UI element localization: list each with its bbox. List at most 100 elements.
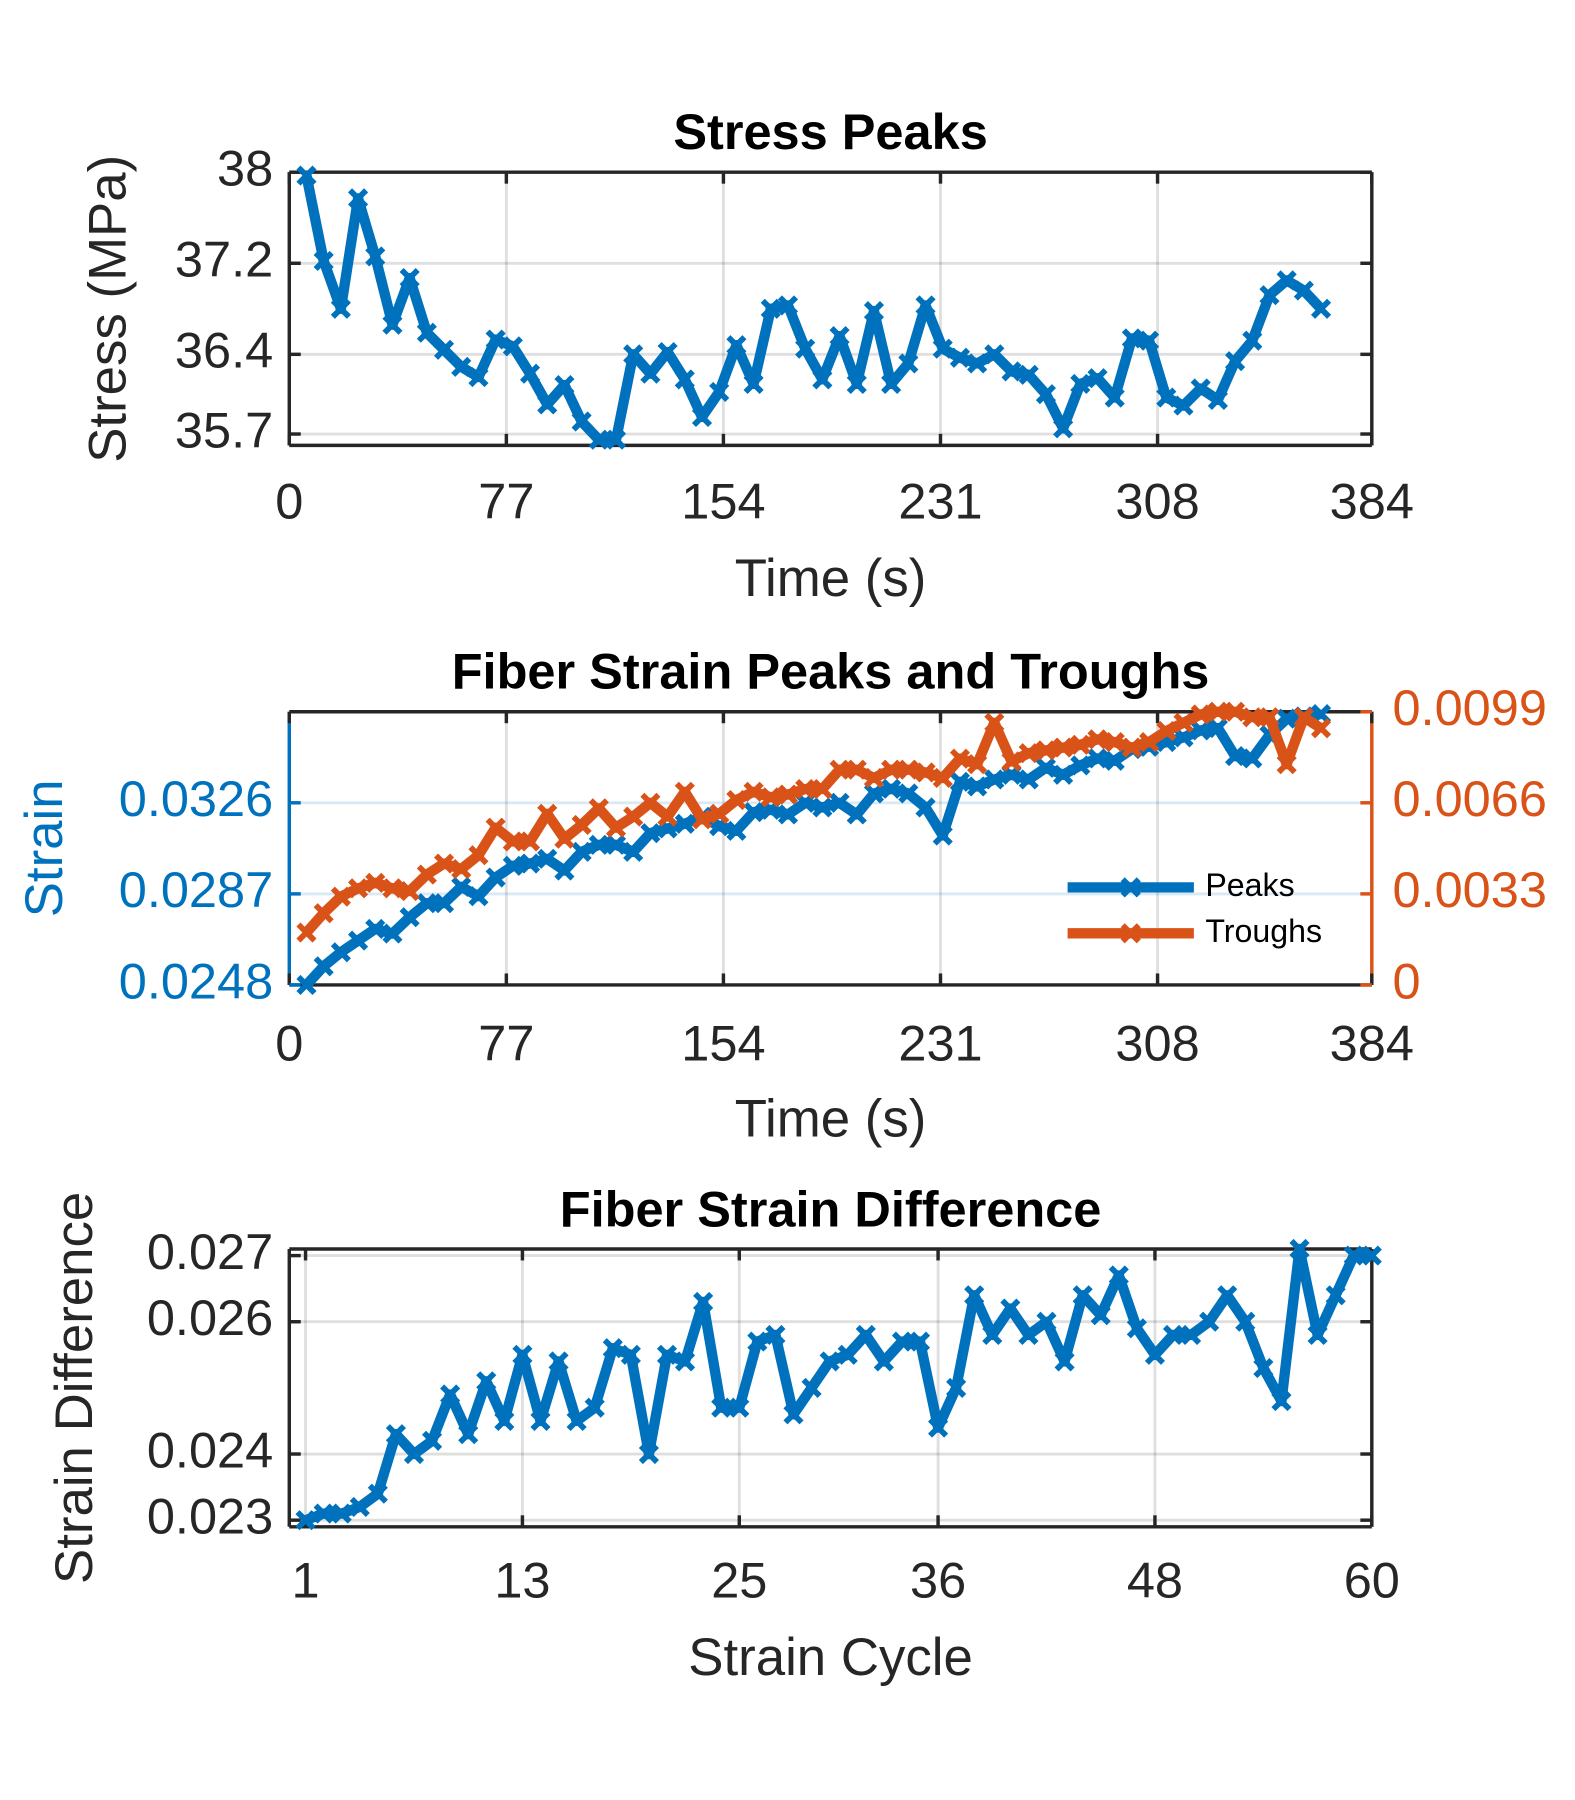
x-tick-label: 384: [1330, 1014, 1414, 1071]
data-marker: [1242, 330, 1263, 351]
data-marker: [674, 781, 695, 802]
data-marker: [494, 1410, 515, 1432]
data-marker: [295, 1510, 316, 1531]
data-marker: [1276, 708, 1297, 729]
data-marker: [984, 712, 1005, 733]
data-marker: [1225, 746, 1246, 767]
data-marker: [1225, 351, 1246, 372]
y-tick-label: 36.4: [175, 322, 273, 379]
data-marker: [416, 893, 437, 914]
data-marker: [846, 804, 867, 825]
data-marker: [530, 1410, 551, 1432]
data-marker: [829, 792, 850, 813]
data-marker: [928, 1417, 949, 1438]
data-marker: [440, 1384, 461, 1405]
data-marker: [330, 942, 351, 963]
data-marker: [863, 767, 885, 789]
data-marker: [1035, 757, 1056, 778]
data-marker: [949, 771, 971, 792]
y-tick-label: 38: [217, 140, 273, 197]
data-marker: [711, 1397, 732, 1418]
data-marker: [932, 338, 953, 359]
data-marker: [588, 834, 609, 855]
data-marker: [451, 876, 472, 897]
data-marker: [451, 858, 472, 880]
data-marker: [726, 789, 747, 811]
data-marker: [1001, 361, 1022, 382]
data-marker: [795, 778, 816, 800]
data-marker: [812, 778, 833, 800]
legend-label: Troughs: [1205, 913, 1322, 949]
data-marker: [399, 907, 420, 928]
data-marker: [348, 930, 369, 951]
y-axis-label: Strain: [15, 779, 74, 917]
x-tick-label: 0: [275, 472, 303, 529]
data-marker: [1087, 729, 1108, 750]
data-marker: [1242, 707, 1263, 728]
data-marker: [382, 314, 403, 335]
data-marker: [1126, 1318, 1147, 1339]
data-marker: [846, 759, 867, 780]
data-marker: [726, 820, 747, 841]
data-marker: [313, 250, 334, 272]
data-marker: [812, 369, 833, 390]
data-marker: [537, 848, 558, 869]
x-tick-label: 77: [478, 1014, 534, 1071]
data-marker: [743, 373, 764, 394]
x-tick-label: 48: [1127, 1552, 1183, 1609]
data-marker: [743, 781, 764, 802]
data-marker: [984, 344, 1005, 365]
y-tick-label: 0.0326: [119, 770, 273, 827]
x-tick-label: 231: [898, 472, 982, 529]
y-tick-label: 37.2: [175, 231, 273, 288]
data-marker: [605, 429, 627, 450]
data-marker: [1276, 270, 1297, 291]
x-tick-label: 308: [1115, 1014, 1199, 1071]
data-marker: [743, 802, 764, 823]
data-marker: [1053, 418, 1074, 439]
data-marker: [1104, 387, 1125, 408]
data-marker: [1087, 748, 1108, 769]
data-marker: [385, 1424, 406, 1445]
data-marker: [296, 922, 317, 943]
data-marker: [1361, 1245, 1382, 1266]
data-marker: [1225, 701, 1246, 722]
data-marker: [915, 295, 936, 316]
x-tick-label: 308: [1115, 472, 1199, 529]
data-marker: [313, 903, 334, 924]
data-line: [303, 1243, 1372, 1526]
legend-marker: [1120, 877, 1141, 898]
data-marker: [675, 1351, 696, 1372]
data-marker: [1053, 737, 1074, 758]
data-marker: [502, 831, 523, 852]
data-marker: [571, 841, 592, 862]
data-marker: [863, 301, 885, 322]
data-marker: [1139, 732, 1160, 753]
data-marker: [433, 853, 455, 874]
data-marker: [709, 381, 730, 402]
chart-title: Fiber Strain Difference: [560, 1181, 1102, 1238]
data-marker: [1090, 1305, 1111, 1326]
data-marker: [640, 792, 661, 813]
data-marker: [1001, 751, 1022, 772]
data-marker: [416, 864, 437, 885]
data-marker: [640, 823, 661, 844]
data-marker: [777, 295, 799, 316]
data-marker: [502, 336, 523, 357]
data-marker: [623, 841, 644, 862]
data-marker: [468, 845, 489, 866]
data-marker: [640, 363, 661, 384]
y2-tick-label: 0.0099: [1392, 679, 1546, 736]
data-marker: [468, 886, 489, 907]
data-marker: [399, 267, 420, 289]
data-marker: [967, 776, 988, 797]
data-marker: [468, 367, 489, 388]
y-tick-label: 0.024: [147, 1421, 273, 1478]
data-marker: [1121, 737, 1142, 758]
data-marker: [1235, 1311, 1256, 1332]
data-marker: [1173, 712, 1194, 733]
data-marker: [1035, 384, 1056, 405]
data-marker: [554, 375, 575, 396]
data-marker: [1000, 1298, 1021, 1319]
data-marker: [1242, 748, 1263, 769]
